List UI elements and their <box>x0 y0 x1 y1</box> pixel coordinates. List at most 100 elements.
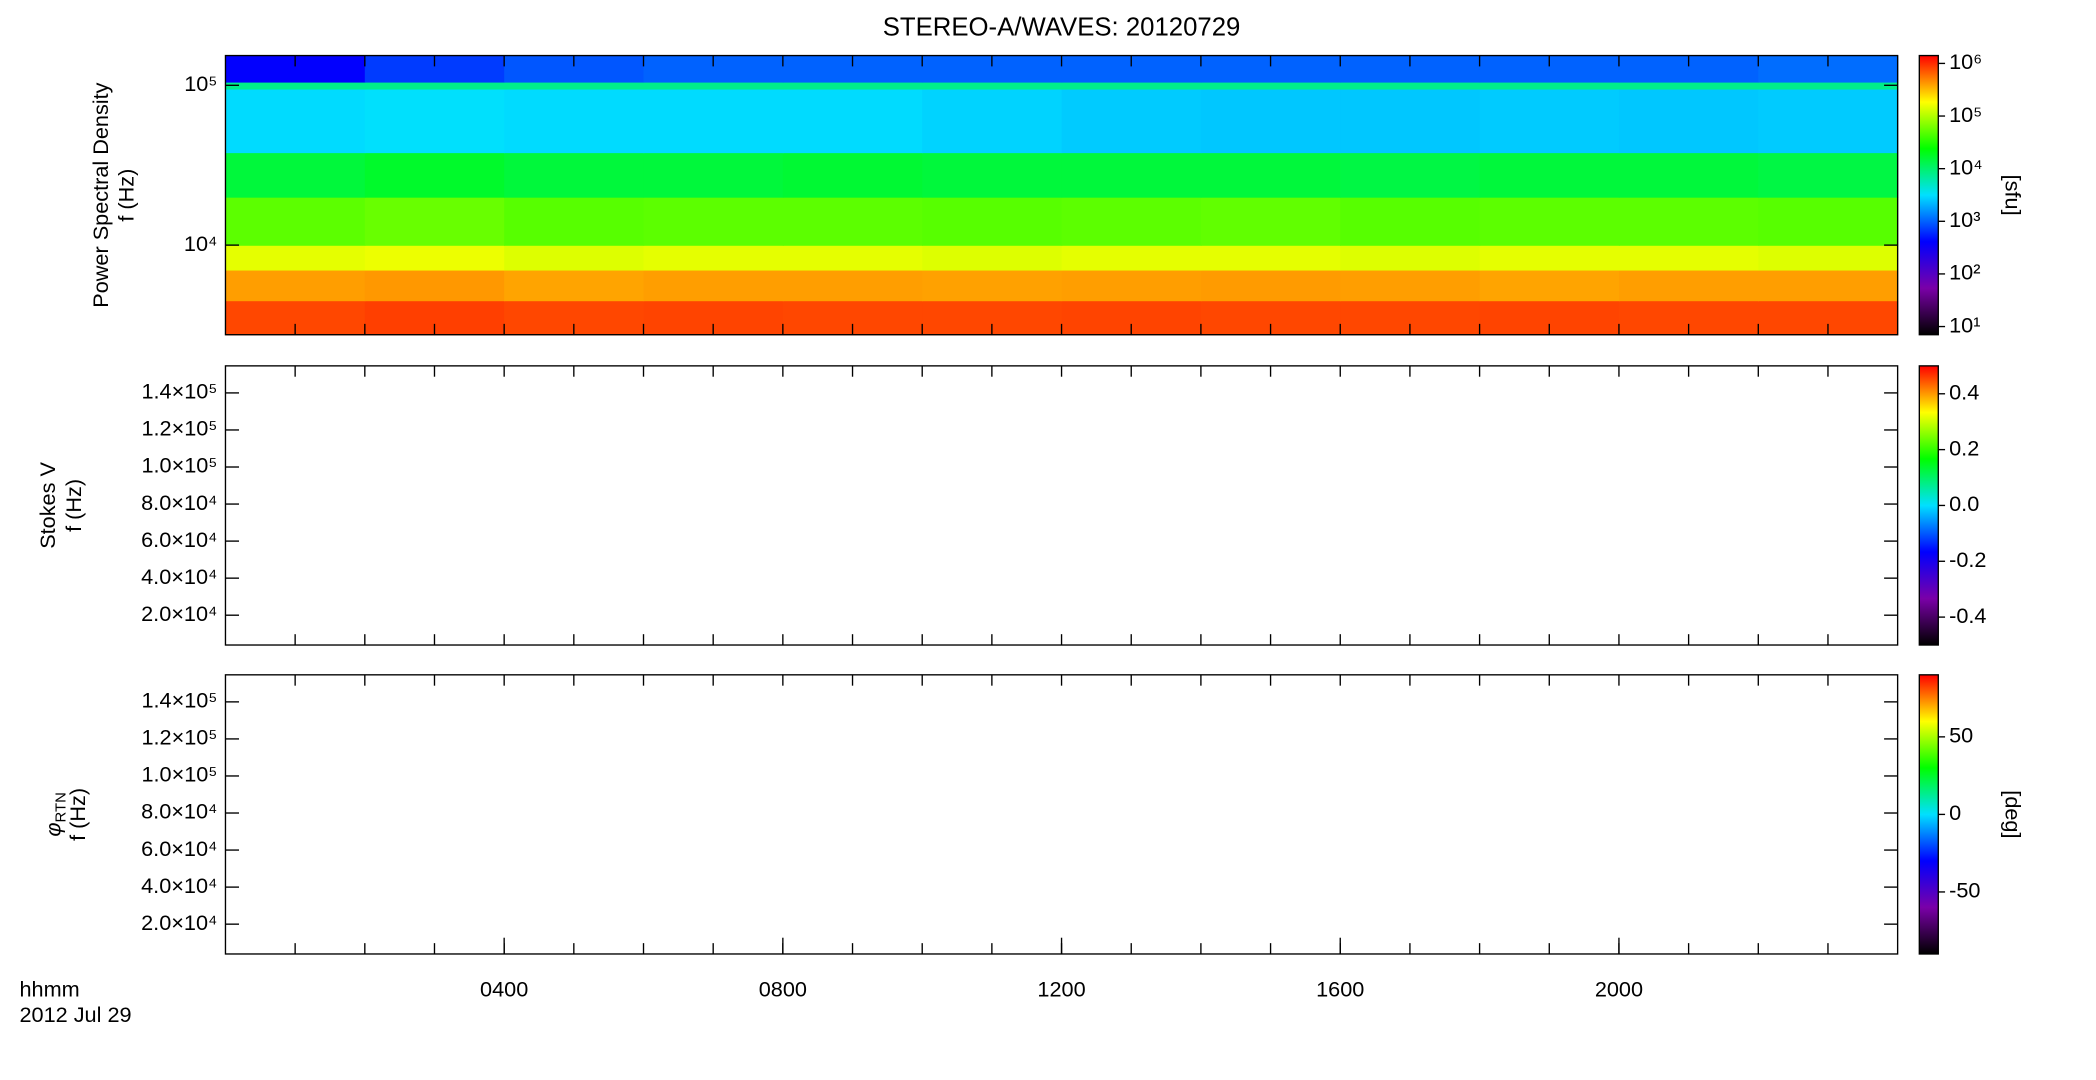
spectrogram-cell <box>1340 269 1481 302</box>
figure-title: STEREO-A/WAVES: 20120729 <box>883 13 1241 41</box>
spectrogram-cell <box>782 81 923 90</box>
y-tick-label: 1.0×10⁵ <box>141 762 217 787</box>
spectrogram-cell <box>1200 81 1341 90</box>
plot-frame <box>224 674 1899 955</box>
y-tick-label: 1.2×10⁵ <box>141 416 217 441</box>
y-tick-label: 2.0×10⁴ <box>141 601 217 626</box>
spectrogram-cell <box>225 245 366 271</box>
spectrogram-cell <box>922 245 1063 271</box>
spectrogram-cell <box>1200 269 1341 302</box>
spectrogram-cell <box>504 88 645 154</box>
spectrogram-cell <box>643 88 784 154</box>
spectrogram-cell <box>1758 196 1899 246</box>
spectrogram-cell <box>364 196 505 246</box>
spectrogram-cell <box>1061 269 1202 302</box>
colorbar-tick-label: 10¹ <box>1949 312 1980 337</box>
colorbar-tick-label: -0.4 <box>1949 603 1986 628</box>
spectrogram-cell <box>1340 152 1481 198</box>
spectrogram-cell <box>1479 196 1620 246</box>
plot-frame <box>224 365 1899 646</box>
spectrogram-cell <box>1618 81 1759 90</box>
colorbar-tick-label: 0.2 <box>1949 435 1979 460</box>
colorbar-tick-label: 0.0 <box>1949 491 1979 516</box>
y-tick-label: 1.0×10⁵ <box>141 453 217 478</box>
spectrogram-cell <box>225 196 366 246</box>
spectrogram-cell <box>643 196 784 246</box>
spectrogram-cell <box>1061 152 1202 198</box>
colorbar <box>1918 674 1939 955</box>
colorbar-tick-label: -0.2 <box>1949 547 1986 572</box>
spectrogram-cell <box>782 269 923 302</box>
y-tick-label: 8.0×10⁴ <box>141 799 217 824</box>
spectrogram-cell <box>364 88 505 154</box>
x-tick-label: 0800 <box>759 976 807 1001</box>
y-tick-label: 10⁵ <box>184 71 217 96</box>
colorbar-tick-label: -50 <box>1949 878 1980 903</box>
y-label: φRTN <box>40 792 69 836</box>
colorbar-tick-label: 10³ <box>1949 207 1980 232</box>
x-tick-label: 1600 <box>1316 976 1364 1001</box>
spectrogram-cell <box>1618 245 1759 271</box>
spectrogram-cell <box>364 152 505 198</box>
colorbar-tick-label: 10² <box>1949 260 1980 285</box>
spectrogram-cell <box>1479 88 1620 154</box>
y-tick-label: 1.4×10⁵ <box>141 688 217 713</box>
spectrogram-cell <box>643 81 784 90</box>
spectrogram-cell <box>922 196 1063 246</box>
spectrogram-cell <box>1618 196 1759 246</box>
spectrogram-cell <box>922 152 1063 198</box>
y-tick-label: 6.0×10⁴ <box>141 527 217 552</box>
spectrogram-cell <box>1758 269 1899 302</box>
y-label: Stokes V <box>35 462 60 549</box>
spectrogram-cell <box>1061 245 1202 271</box>
y-tick-label: 1.2×10⁵ <box>141 725 217 750</box>
spectrogram-cell <box>1758 81 1899 90</box>
spectrogram-cell <box>1061 81 1202 90</box>
spectrogram-cell <box>1758 245 1899 271</box>
spectrogram-cell <box>1061 88 1202 154</box>
spectrogram-cell <box>1200 152 1341 198</box>
spectrogram-cell <box>782 196 923 246</box>
spectrogram-cell <box>364 269 505 302</box>
spectrogram-cell <box>1618 269 1759 302</box>
y-tick-label: 1.4×10⁵ <box>141 379 217 404</box>
spectrogram-cell <box>1479 81 1620 90</box>
spectrogram-cell <box>782 88 923 154</box>
spectrogram-cell <box>1479 269 1620 302</box>
spectrogram-cell <box>225 269 366 302</box>
y-tick-label: 8.0×10⁴ <box>141 490 217 515</box>
y-tick-label: 6.0×10⁴ <box>141 836 217 861</box>
spectrogram-cell <box>504 269 645 302</box>
y-label-symbol: φ <box>40 823 65 837</box>
spectrogram-cell <box>364 81 505 90</box>
colorbar-tick-label: 10⁶ <box>1949 49 1982 74</box>
date-label: 2012 Jul 29 <box>19 1002 131 1027</box>
spectrogram-cell <box>922 269 1063 302</box>
colorbar-tick-label: 10⁴ <box>1949 154 1982 179</box>
colorbar <box>1918 54 1939 336</box>
spectrogram-cell <box>643 269 784 302</box>
spectrogram-cell <box>782 152 923 198</box>
x-tick-label: 0400 <box>480 976 528 1001</box>
spectrogram-cell <box>1200 245 1341 271</box>
x-tick-label: 1200 <box>1037 976 1085 1001</box>
spectrogram-cell <box>782 245 923 271</box>
colorbar-tick-label: 0.4 <box>1949 380 1979 405</box>
y-label-subscript: RTN <box>53 792 69 822</box>
spectrogram-cell <box>1479 152 1620 198</box>
y-label: Power Spectral Density <box>88 82 113 307</box>
spectrogram-cell <box>922 88 1063 154</box>
spectrogram-cell <box>225 88 366 154</box>
spectrogram-cell <box>1200 88 1341 154</box>
x-tick-label: 2000 <box>1595 976 1643 1001</box>
spectrogram-cell <box>504 196 645 246</box>
spectrogram-cell <box>1758 88 1899 154</box>
spectrogram-cell <box>1758 152 1899 198</box>
spectrogram-cell <box>1340 81 1481 90</box>
spectrogram-cell <box>643 245 784 271</box>
y-tick-label: 10⁴ <box>184 231 217 256</box>
spectrogram-cell <box>364 245 505 271</box>
colorbar-tick-label: 50 <box>1949 723 1973 748</box>
